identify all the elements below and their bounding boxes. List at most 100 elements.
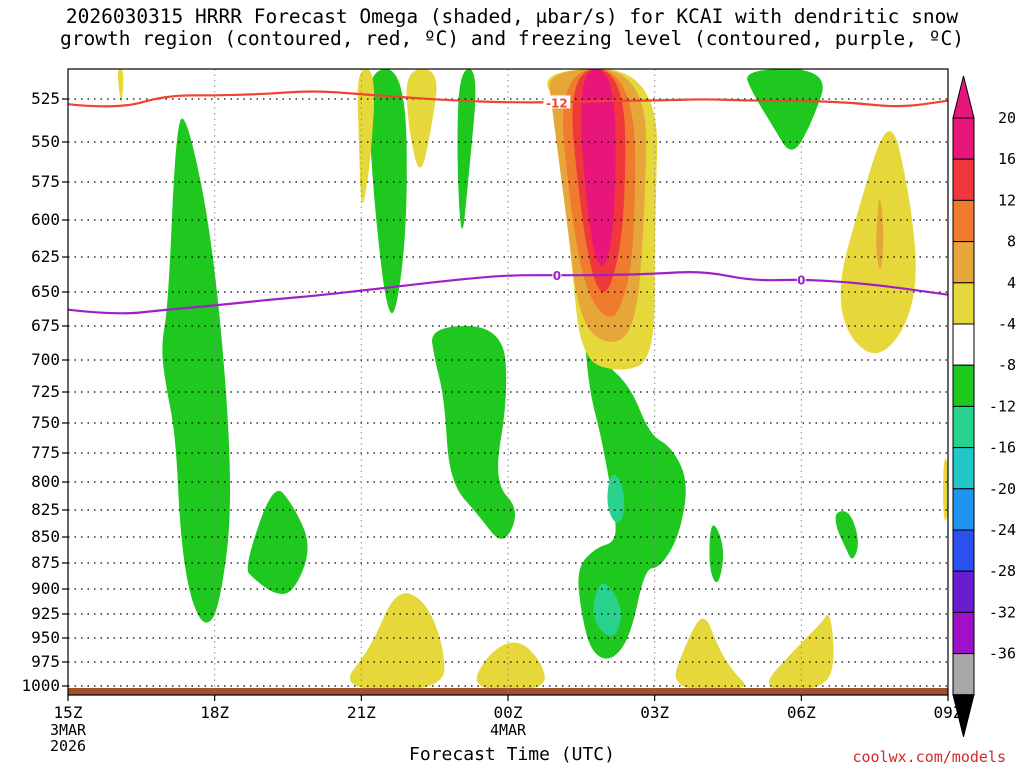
y-tick-label-925: 925: [31, 604, 60, 623]
colorbar-swatch-10: [952, 529, 975, 572]
y-tick-label-775: 775: [31, 443, 60, 462]
colorbar-label-3: 8: [1007, 233, 1016, 251]
omega-region-neg8-7: [709, 525, 724, 583]
y-tick-label-950: 950: [31, 628, 60, 647]
colorbar-top-arrow: [952, 75, 975, 119]
x-tick-sublabel-15Z-1: 2026: [50, 737, 86, 755]
x-tick-label-15Z: 15Z: [54, 703, 83, 722]
colorbar-label-13: -36: [989, 645, 1016, 663]
colorbar-label-4: 4: [1007, 274, 1016, 292]
colorbar-label-0: 20: [998, 109, 1016, 127]
omega-region-pos4-17: [406, 69, 437, 168]
contour-label-purple-1: 0: [552, 268, 562, 283]
colorbar-swatch-3: [952, 241, 975, 284]
omega-region-pos4-18: [117, 69, 124, 103]
contour-label-purple-2-text: 0: [797, 273, 805, 287]
chart-title-line1: 2026030315 HRRR Forecast Omega (shaded, …: [65, 5, 959, 28]
colorbar-label-6: -8: [998, 356, 1016, 374]
colorbar-label-1: 16: [998, 150, 1016, 168]
credit-link[interactable]: coolwx.com/models: [852, 748, 1006, 766]
omega-region-pos4-25: [943, 458, 948, 521]
colorbar-label-8: -16: [989, 439, 1016, 457]
contour-label-purple-2: 0: [796, 272, 806, 287]
x-tick-label-09Z: 09Z: [934, 703, 963, 722]
colorbar-swatch-8: [952, 447, 975, 490]
omega-region-neg8-0: [162, 118, 231, 623]
colorbar-bottom-arrow: [952, 694, 975, 737]
y-tick-label-675: 675: [31, 316, 60, 335]
y-tick-label-975: 975: [31, 652, 60, 671]
chart-title: 2026030315 HRRR Forecast Omega (shaded, …: [0, 6, 1024, 50]
omega-shading-layer: [117, 69, 948, 691]
omega-region-neg8-6: [747, 69, 823, 150]
contour-label-purple-1-bg: [552, 268, 562, 282]
omega-region-pos4-19: [349, 593, 445, 691]
omega-region-neg8-8: [835, 511, 858, 559]
x-tick-label-03Z: 03Z: [640, 703, 669, 722]
contour-label-red-text: -12: [546, 96, 568, 110]
contour-label-purple-1-text: 0: [553, 269, 561, 283]
colorbar-label-7: -12: [989, 397, 1016, 415]
omega-region-neg8-5: [577, 106, 686, 659]
x-tick-label-21Z: 21Z: [347, 703, 376, 722]
colorbar-swatch-9: [952, 488, 975, 531]
x-tick-label-00Z: 00Z: [494, 703, 523, 722]
chart-title-line2: growth region (contoured, red, ºC) and f…: [60, 27, 964, 50]
y-tick-label-650: 650: [31, 282, 60, 301]
colorbar-swatch-1: [952, 158, 975, 201]
omega-region-neg12-10: [607, 474, 625, 523]
colorbar-swatch-12: [952, 611, 975, 655]
omega-region-pos4-21: [675, 618, 745, 691]
y-tick-label-900: 900: [31, 579, 60, 598]
x-tick-sublabel-15Z-0: 3MAR: [50, 721, 87, 739]
omega-region-pos20-15: [581, 69, 616, 266]
colorbar-label-10: -24: [989, 521, 1016, 539]
colorbar-swatch-6: [952, 364, 975, 407]
colorbar-swatch-7: [952, 405, 975, 449]
colorbar-label-12: -32: [989, 603, 1016, 621]
y-tick-label-700: 700: [31, 350, 60, 369]
colorbar-swatch-13: [952, 653, 975, 696]
omega-region-neg8-3: [432, 326, 515, 539]
omega-region-neg12-9: [593, 583, 622, 636]
omega-region-pos4-20: [476, 642, 545, 691]
y-tick-label-725: 725: [31, 382, 60, 401]
y-tick-label-625: 625: [31, 247, 60, 266]
x-tick-sublabel-00Z-0: 4MAR: [490, 721, 527, 739]
colorbar: 20 16 12 8 4 -4 -8 -12 -16 -20 -24 -28 -32 -36: [952, 75, 1016, 737]
colorbar-label-11: -28: [989, 562, 1016, 580]
y-tick-label-875: 875: [31, 553, 60, 572]
y-tick-label-850: 850: [31, 527, 60, 546]
y-axis: 525 550 575 600 625 650 675 700 725 750 775 800 825 8…: [21, 89, 68, 695]
colorbar-swatch-4: [952, 282, 975, 325]
omega-region-pos8-24: [876, 198, 884, 270]
y-tick-label-600: 600: [31, 210, 60, 229]
y-tick-label-550: 550: [31, 132, 60, 151]
contour-dendritic-12c: [68, 90, 948, 108]
colorbar-label-5: -4: [998, 315, 1016, 333]
contour-freezing-level-0c: [68, 270, 948, 315]
y-tick-label-1000: 1000: [21, 676, 60, 695]
colorbar-label-9: -20: [989, 480, 1016, 498]
colorbar-swatch-2: [952, 199, 975, 243]
x-tick-label-06Z: 06Z: [787, 703, 816, 722]
x-axis-title: Forecast Time (UTC): [409, 744, 615, 765]
y-tick-label-525: 525: [31, 89, 60, 108]
omega-region-pos4-16: [357, 69, 375, 203]
y-tick-label-575: 575: [31, 172, 60, 191]
y-tick-label-825: 825: [31, 500, 60, 519]
omega-region-neg8-4: [457, 69, 476, 229]
x-tick-label-18Z: 18Z: [200, 703, 229, 722]
colorbar-label-2: 12: [998, 191, 1016, 209]
omega-region-neg8-1: [247, 490, 308, 594]
colorbar-swatch-11: [952, 570, 975, 613]
y-tick-label-800: 800: [31, 472, 60, 491]
contour-label-red: -12: [543, 95, 571, 110]
contour-label-red-bg: [543, 95, 571, 109]
colorbar-swatch-0: [952, 117, 975, 160]
contour-label-purple-2-bg: [796, 272, 806, 286]
colorbar-swatch-5: [952, 323, 975, 366]
contour-layer: -12 0 0: [68, 90, 948, 315]
